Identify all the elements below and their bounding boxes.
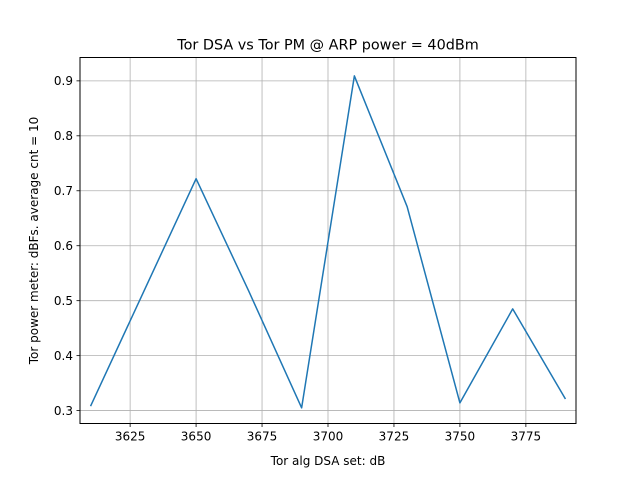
x-axis-ticks: 3625 3650 3675 3700 3725 3750 3775 [115,423,542,444]
x-tick-label: 3625 [115,430,146,444]
x-tick-label: 3725 [379,430,410,444]
series-line-0 [89,75,567,409]
y-tick-label: 0.6 [54,239,73,253]
y-tick-label: 0.9 [54,74,73,88]
y-axis-title: Tor power meter: dBFs. average cnt = 10 [27,117,41,365]
grid-lines [80,57,576,424]
x-tick-label: 3750 [445,430,476,444]
series-layer [89,75,567,409]
y-axis-ticks: 0.3 0.4 0.5 0.6 0.7 0.8 0.9 [54,74,80,418]
y-tick-label: 0.3 [54,404,73,418]
x-tick-label: 3775 [511,430,542,444]
y-tick-label: 0.4 [54,349,73,363]
x-tick-label: 3700 [313,430,344,444]
x-tick-label: 3650 [181,430,212,444]
x-axis-title: Tor alg DSA set: dB [270,454,386,468]
chart-title: Tor DSA vs Tor PM @ ARP power = 40dBm [176,38,479,54]
x-tick-label: 3675 [247,430,278,444]
y-tick-label: 0.8 [54,129,73,143]
y-tick-label: 0.5 [54,294,73,308]
y-tick-label: 0.7 [54,184,73,198]
